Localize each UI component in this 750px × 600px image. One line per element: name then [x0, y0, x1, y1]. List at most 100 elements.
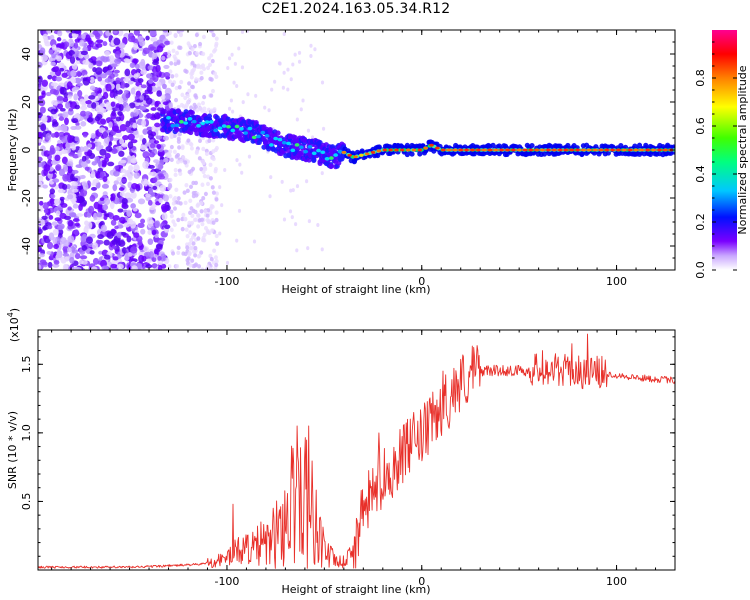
heatmap-cell [169, 213, 174, 219]
heatmap-cell [112, 30, 118, 34]
heatmap-cell [67, 206, 72, 211]
heatmap-cell [70, 69, 77, 77]
heatmap-cell [96, 39, 104, 44]
heatmap-cell [80, 120, 87, 127]
heatmap-cell [174, 73, 179, 78]
heatmap-cell [42, 202, 49, 210]
heatmap-cell [56, 37, 62, 42]
heatmap-cell [320, 150, 326, 155]
heatmap-cell [155, 64, 161, 73]
heatmap-cell [178, 171, 183, 176]
heatmap-cell [112, 256, 119, 261]
heatmap-cell [181, 251, 186, 256]
heatmap-cell [86, 221, 93, 230]
heatmap-cell [171, 48, 176, 53]
heatmap-cell [61, 72, 68, 78]
heatmap-cell [295, 117, 299, 122]
heatmap-cell [133, 172, 140, 179]
heatmap-cell [49, 71, 57, 76]
heatmap-cell [110, 219, 117, 226]
heatmap-cell [130, 158, 138, 164]
heatmap-cell [119, 191, 125, 197]
x-tick-label: -100 [214, 275, 239, 288]
heatmap-cell [97, 76, 103, 82]
heatmap-cell [162, 135, 169, 141]
heatmap-cell [256, 134, 261, 139]
heatmap-cell [206, 65, 211, 71]
heatmap-cell [166, 54, 171, 59]
heatmap-cell [80, 161, 87, 167]
heatmap-cell [53, 198, 61, 206]
colorbar-ticks: 0.0 0.2 0.4 0.6 0.8 [694, 41, 737, 279]
heatmap-cell [188, 141, 193, 146]
heatmap-cell [143, 178, 149, 187]
heatmap-cell [211, 32, 216, 38]
heatmap-cell [60, 87, 67, 95]
heatmap-cell [67, 134, 73, 143]
heatmap-cell [110, 196, 116, 201]
heatmap-cell [394, 148, 399, 152]
heatmap-cell [168, 182, 173, 188]
heatmap-cell [320, 80, 325, 85]
heatmap-cell [328, 156, 334, 160]
heatmap-cell [399, 148, 405, 152]
heatmap-cell [71, 188, 79, 193]
heatmap-cell [82, 182, 89, 191]
heatmap-cell [81, 245, 88, 251]
heatmap-cell [191, 208, 196, 214]
heatmap-cell [114, 50, 121, 59]
heatmap-cell [297, 50, 302, 55]
heatmap-cell [172, 54, 177, 59]
heatmap-cell [110, 112, 117, 120]
heatmap-cell [189, 246, 194, 251]
heatmap-cell [187, 169, 192, 175]
heatmap-cell [172, 222, 177, 227]
heatmap-cell [62, 111, 69, 119]
heatmap-cell [193, 253, 198, 258]
heatmap-cell [122, 134, 129, 141]
heatmap-cell [210, 228, 215, 233]
heatmap-cell [102, 56, 109, 63]
heatmap-cell [76, 82, 83, 87]
heatmap-cell [185, 93, 190, 99]
heatmap-cell [230, 52, 234, 57]
heatmap-cell [320, 247, 324, 252]
heatmap-cell [99, 118, 107, 125]
heatmap-cell [130, 191, 137, 199]
heatmap-cell [168, 149, 173, 154]
heatmap-cell [52, 178, 60, 183]
heatmap-cell [176, 250, 181, 256]
heatmap-cell [211, 149, 216, 154]
heatmap-cell [289, 188, 293, 193]
heatmap-cell [59, 67, 65, 72]
heatmap-cell [67, 220, 74, 227]
heatmap-cell [252, 239, 257, 244]
heatmap-cell [198, 138, 203, 143]
heatmap-cell [39, 106, 46, 114]
heatmap-cell [62, 96, 69, 103]
heatmap-cell [115, 116, 122, 122]
heatmap-cell [197, 156, 202, 161]
heatmap-cell [48, 49, 54, 54]
heatmap-cell [148, 133, 154, 140]
heatmap-cell [208, 266, 213, 270]
heatmap-cell [197, 102, 202, 107]
heatmap-cell [186, 99, 191, 105]
snr-panel: -100 0 100 0.5 1.0 1.5 Height of straight lin… [6, 308, 676, 596]
heatmap-cell [313, 47, 317, 52]
heatmap-cell [162, 83, 167, 90]
heatmap-cell [262, 140, 269, 146]
heatmap-cell [364, 152, 370, 156]
colorbar-tick-label: 0.6 [694, 117, 707, 135]
heatmap-cell [92, 257, 99, 265]
heatmap-cell [68, 107, 74, 112]
heatmap-cell [153, 254, 159, 258]
heatmap-cell [53, 260, 60, 265]
heatmap-cell [204, 120, 210, 124]
heatmap-cell [213, 255, 218, 260]
heatmap-cell [59, 212, 67, 220]
heatmap-cell [156, 45, 164, 53]
heatmap-cell [79, 146, 85, 152]
heatmap-cell [180, 226, 185, 232]
heatmap-cell [124, 192, 132, 200]
